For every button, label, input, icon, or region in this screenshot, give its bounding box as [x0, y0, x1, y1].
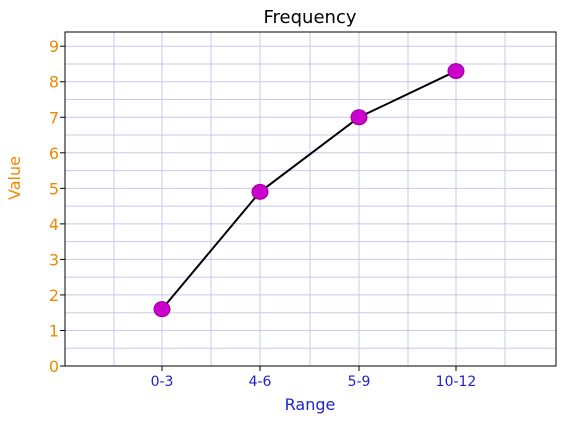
series-line: [161, 70, 457, 310]
y-tick-label: 4: [49, 215, 59, 234]
x-axis-label: Range: [285, 395, 336, 414]
y-tick-label: 1: [49, 321, 59, 340]
y-tick-label: 0: [49, 357, 59, 376]
y-tick-label: 3: [49, 250, 59, 269]
y-axis-label: Value: [5, 156, 24, 200]
y-tick-label: 8: [49, 73, 59, 92]
y-tick-label: 2: [49, 286, 59, 305]
y-tick-label: 9: [49, 37, 59, 56]
data-point: [350, 109, 368, 126]
x-tick-label: 10-12: [436, 374, 477, 390]
data-point: [251, 183, 269, 200]
y-tick-label: 7: [49, 108, 59, 127]
y-tick-label: 5: [49, 179, 59, 198]
plot-area: [64, 31, 557, 367]
y-tick-label: 6: [49, 144, 59, 163]
data-point: [153, 301, 171, 318]
data-point: [447, 63, 465, 80]
y-axis-ticks: 0 1 2 3 4 5 6 7 8 9: [49, 37, 65, 376]
data-points: [153, 63, 465, 318]
x-tick-label: 4-6: [249, 374, 272, 390]
grid-lines: [65, 32, 556, 366]
chart-title: Frequency: [264, 7, 357, 28]
x-tick-label: 0-3: [151, 374, 174, 390]
x-axis-ticks: 0-3 4-6 5-9 10-12: [151, 366, 477, 390]
x-tick-label: 5-9: [348, 374, 371, 390]
